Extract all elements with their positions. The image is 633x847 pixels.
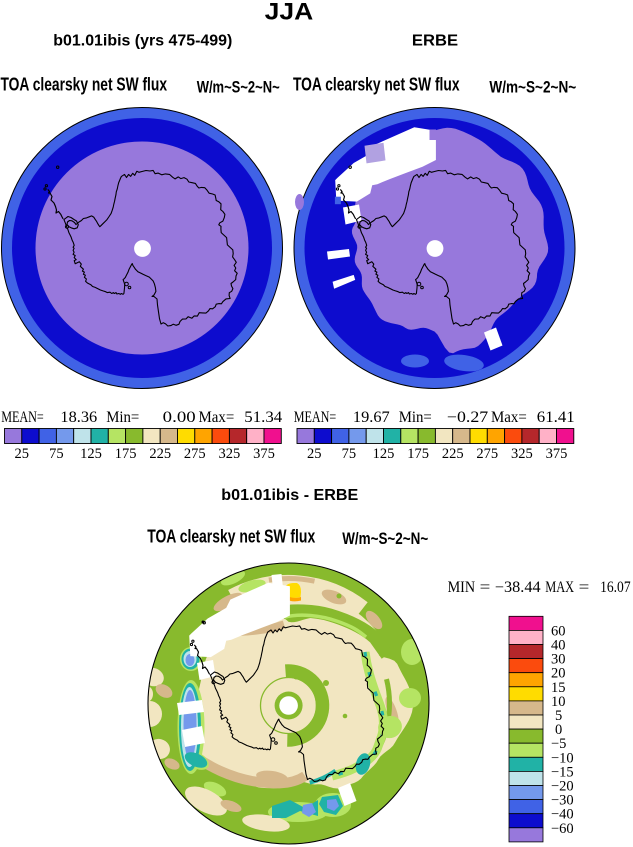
svg-text:275: 275: [476, 446, 498, 462]
svg-text:ERBE: ERBE: [412, 32, 458, 49]
svg-text:325: 325: [219, 446, 241, 462]
svg-text:=: =: [480, 579, 491, 596]
svg-text:225: 225: [442, 446, 464, 462]
svg-text:16.07: 16.07: [600, 579, 631, 596]
svg-text:60: 60: [551, 623, 566, 639]
svg-text:125: 125: [373, 446, 395, 462]
svg-text:MEAN=: MEAN=: [1, 409, 44, 426]
svg-text:375: 375: [546, 446, 568, 462]
svg-text:40: 40: [551, 638, 566, 654]
svg-text:51.34: 51.34: [244, 409, 282, 426]
svg-text:275: 275: [184, 446, 206, 462]
svg-text:−5: −5: [551, 736, 566, 752]
svg-text:−40: −40: [551, 807, 574, 823]
svg-text:MAX: MAX: [545, 579, 574, 596]
svg-text:18.36: 18.36: [60, 409, 97, 426]
svg-text:=: =: [579, 579, 590, 596]
svg-text:−38.44: −38.44: [495, 579, 541, 596]
svg-text:0: 0: [555, 722, 562, 738]
svg-text:61.41: 61.41: [537, 409, 575, 426]
svg-text:20: 20: [551, 666, 566, 682]
svg-text:−30: −30: [551, 793, 574, 809]
svg-text:375: 375: [253, 446, 275, 462]
svg-text:175: 175: [115, 446, 137, 462]
svg-text:325: 325: [511, 446, 533, 462]
svg-text:25: 25: [15, 446, 30, 462]
svg-text:175: 175: [407, 446, 429, 462]
svg-text:25: 25: [307, 446, 322, 462]
svg-text:−10: −10: [551, 750, 574, 766]
svg-text:−20: −20: [551, 779, 574, 795]
svg-text:−0.27: −0.27: [447, 409, 489, 426]
svg-text:Max=: Max=: [199, 409, 235, 426]
svg-text:75: 75: [342, 446, 357, 462]
svg-text:b01.01ibis (yrs 475-499): b01.01ibis (yrs 475-499): [53, 32, 232, 49]
svg-text:125: 125: [80, 446, 102, 462]
svg-text:0.00: 0.00: [163, 409, 196, 426]
svg-text:19.67: 19.67: [353, 409, 390, 426]
svg-text:−15: −15: [551, 764, 574, 780]
svg-text:Min=: Min=: [399, 409, 432, 426]
svg-text:Max=: Max=: [491, 409, 527, 426]
svg-text:15: 15: [551, 680, 566, 696]
svg-text:−60: −60: [551, 821, 574, 837]
svg-text:TOA clearsky net SW flux: TOA clearsky net SW flux: [147, 526, 315, 546]
svg-text:30: 30: [551, 652, 566, 668]
svg-text:225: 225: [149, 446, 171, 462]
svg-text:TOA clearsky net SW flux: TOA clearsky net SW flux: [1, 75, 168, 95]
svg-text:MIN: MIN: [448, 579, 476, 596]
svg-text:Min=: Min=: [106, 409, 139, 426]
svg-text:TOA clearsky net SW flux: TOA clearsky net SW flux: [293, 75, 460, 95]
svg-text:b01.01ibis - ERBE: b01.01ibis - ERBE: [221, 487, 358, 504]
svg-text:10: 10: [551, 694, 566, 710]
svg-text:W/m~S~2~N~: W/m~S~2~N~: [342, 529, 428, 548]
svg-text:W/m~S~2~N~: W/m~S~2~N~: [197, 77, 280, 96]
svg-text:MEAN=: MEAN=: [294, 409, 337, 426]
svg-text:75: 75: [49, 446, 64, 462]
svg-text:5: 5: [555, 708, 562, 724]
svg-text:JJA: JJA: [265, 0, 314, 26]
svg-text:W/m~S~2~N~: W/m~S~2~N~: [489, 77, 576, 96]
